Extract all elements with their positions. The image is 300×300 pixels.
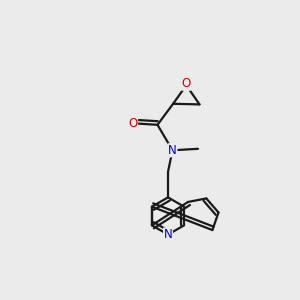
Text: O: O (128, 117, 137, 130)
Text: N: N (168, 144, 177, 157)
Text: O: O (182, 77, 191, 90)
Text: N: N (164, 228, 172, 241)
